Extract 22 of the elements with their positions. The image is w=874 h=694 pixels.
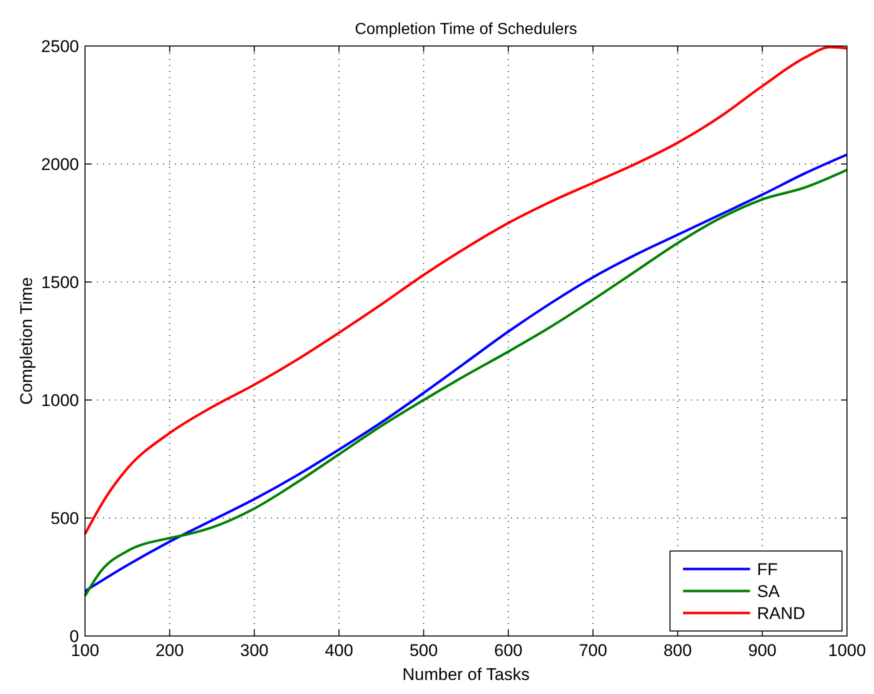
x-tick-label: 200 — [155, 641, 184, 660]
x-tick-label: 300 — [240, 641, 269, 660]
x-axis-title: Number of Tasks — [402, 665, 530, 684]
x-tick-label: 500 — [409, 641, 438, 660]
chart-title: Completion Time of Schedulers — [354, 21, 578, 38]
legend-label: RAND — [757, 604, 806, 623]
y-tick-label: 2000 — [41, 155, 79, 174]
x-tick-label: 600 — [494, 641, 523, 660]
y-axis-title: Completion Time — [17, 277, 36, 405]
y-tick-label: 500 — [50, 509, 79, 528]
legend-label: FF — [757, 560, 778, 579]
x-tick-label: 700 — [578, 641, 608, 660]
line-series — [84, 46, 848, 536]
x-tick-label: 100 — [70, 641, 100, 660]
y-tick-label: 1500 — [41, 273, 79, 292]
x-tick-label: 900 — [748, 641, 777, 660]
x-tick-label: 1000 — [828, 641, 866, 660]
y-tick-label: 1000 — [41, 391, 79, 410]
x-tick-label: 800 — [663, 641, 692, 660]
y-tick-label: 2500 — [41, 37, 79, 56]
x-tick-label: 400 — [324, 641, 354, 660]
legend-label: SA — [757, 582, 780, 601]
